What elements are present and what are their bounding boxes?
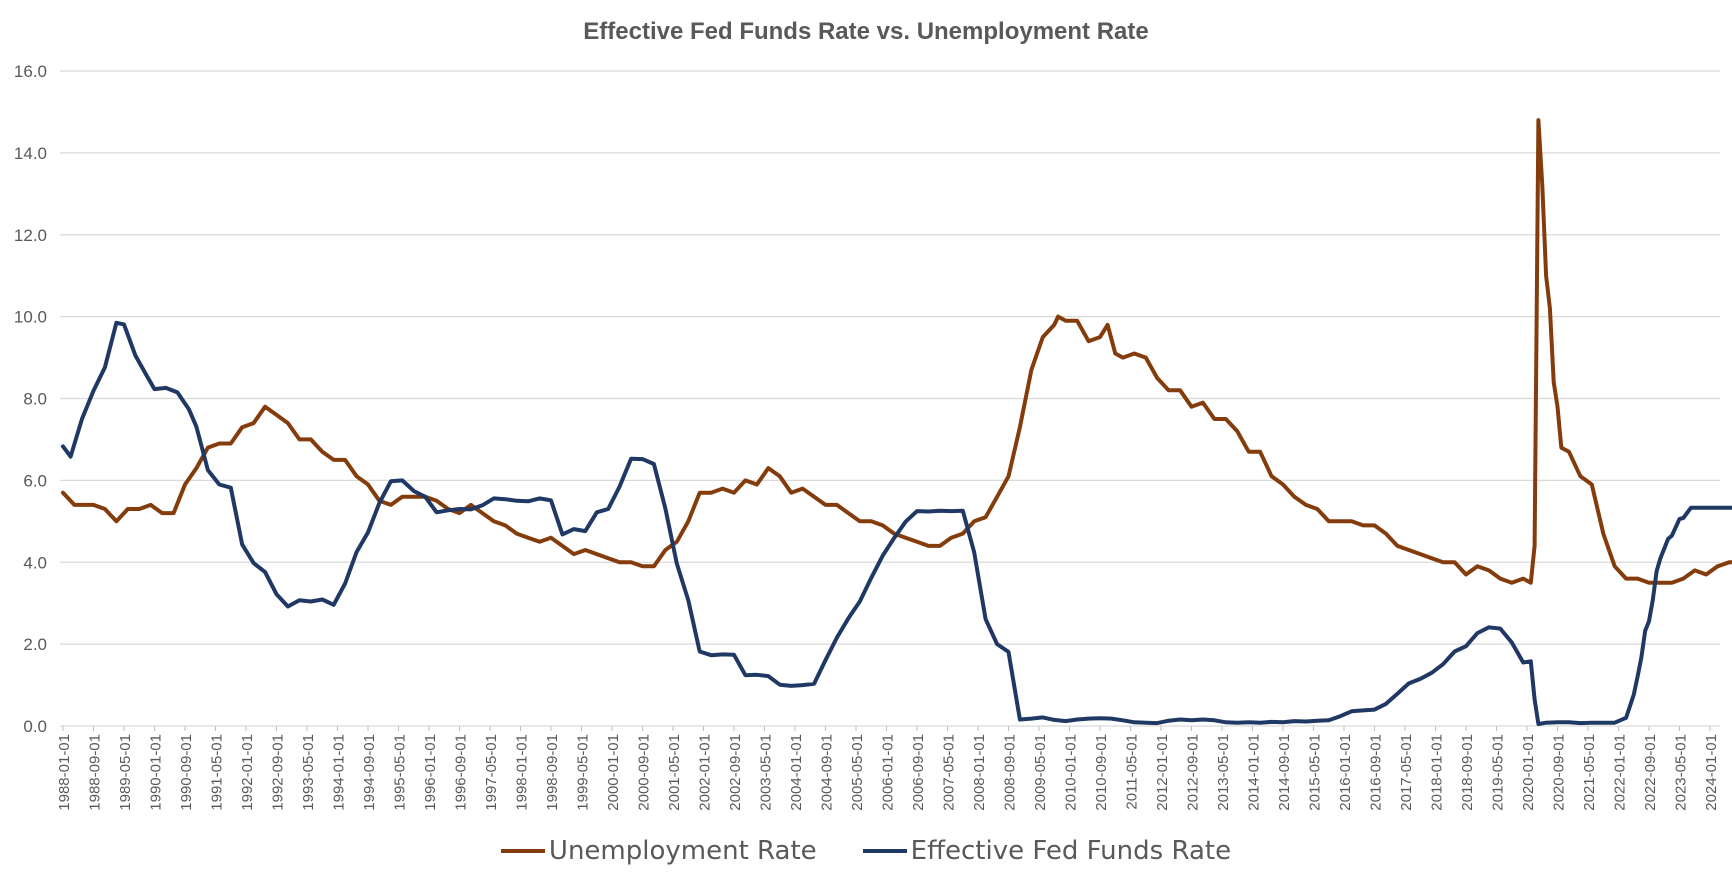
legend: Unemployment Rate Effective Fed Funds Ra… (0, 836, 1732, 866)
x-tick-label: 2019-05-01 (1490, 734, 1507, 811)
y-tick-label: 0.0 (23, 717, 47, 736)
x-tick-label: 2018-01-01 (1429, 734, 1446, 811)
x-tick-label: 1991-05-01 (209, 734, 226, 811)
gridlines (60, 70, 1720, 727)
y-tick-label: 2.0 (23, 635, 47, 654)
x-tick-label: 2004-01-01 (788, 734, 805, 811)
x-tick-label: 2002-09-01 (727, 734, 744, 811)
x-tick-label: 2008-09-01 (1002, 734, 1019, 811)
x-tick-label: 1988-01-01 (56, 734, 73, 811)
series-line-unemployment (61, 118, 1732, 585)
x-tick-label: 2004-09-01 (819, 734, 836, 811)
x-tick-label: 2006-01-01 (880, 734, 897, 811)
x-tick-label: 2012-09-01 (1185, 734, 1202, 811)
x-tick-label: 2016-01-01 (1337, 734, 1354, 811)
x-tick-label: 2012-01-01 (1154, 734, 1171, 811)
x-tick-label: 1994-01-01 (331, 734, 348, 811)
x-tick-label: 2001-05-01 (666, 734, 683, 811)
x-tick-label: 2020-09-01 (1551, 734, 1568, 811)
legend-label-unemployment: Unemployment Rate (548, 836, 817, 866)
legend-swatch-unemployment (500, 849, 545, 853)
x-tick-label: 2022-01-01 (1612, 734, 1629, 811)
x-tick-label: 2013-05-01 (1215, 734, 1232, 811)
x-tick-label: 2018-09-01 (1459, 734, 1476, 811)
x-tick-label: 1989-05-01 (117, 734, 134, 811)
x-tick-label: 2000-01-01 (605, 734, 622, 811)
legend-item-unemployment: Unemployment Rate (500, 836, 817, 866)
x-tick-label: 2015-05-01 (1307, 734, 1324, 811)
x-tick-label: 1992-01-01 (239, 734, 256, 811)
x-tick-label: 1997-05-01 (483, 734, 500, 811)
x-tick-label: 2007-05-01 (941, 734, 958, 811)
x-tick-label: 1999-05-01 (575, 734, 592, 811)
legend-label-fed-funds: Effective Fed Funds Rate (910, 836, 1232, 866)
x-tick-label: 1988-09-01 (87, 734, 104, 811)
x-tick-label: 2000-09-01 (636, 734, 653, 811)
x-tick-label: 1995-05-01 (392, 734, 409, 811)
x-tick-label: 2010-09-01 (1093, 734, 1110, 811)
chart-title: Effective Fed Funds Rate vs. Unemploymen… (583, 18, 1149, 45)
x-tick-label: 2020-01-01 (1520, 734, 1537, 811)
x-tick-label: 1990-09-01 (178, 734, 195, 811)
x-tick-label: 1996-09-01 (453, 734, 470, 811)
x-tick-label: 2003-05-01 (758, 734, 775, 811)
x-tick-label: 2021-05-01 (1581, 734, 1598, 811)
y-tick-label: 16.0 (14, 62, 47, 81)
x-tick-label: 1990-01-01 (148, 734, 165, 811)
x-tick-label: 2022-09-01 (1642, 734, 1659, 811)
x-tick-label: 2010-01-01 (1063, 734, 1080, 811)
x-tick-label: 1993-05-01 (300, 734, 317, 811)
x-tick-label: 2008-01-01 (971, 734, 988, 811)
x-tick-label: 2016-09-01 (1368, 734, 1385, 811)
x-tick-label: 1996-01-01 (422, 734, 439, 811)
x-tick-label: 1998-09-01 (544, 734, 561, 811)
x-tick-label: 1994-09-01 (361, 734, 378, 811)
x-tick-label: 2014-01-01 (1246, 734, 1263, 811)
x-axis: 1988-01-01 1988-09-01 1989-05-01 1990-01-01… (56, 726, 1720, 811)
y-tick-label: 6.0 (23, 471, 47, 490)
x-tick-label: 2002-01-01 (697, 734, 714, 811)
y-tick-label: 14.0 (14, 144, 47, 163)
x-tick-label: 2005-05-01 (849, 734, 866, 811)
y-tick-label: 4.0 (23, 553, 47, 572)
y-tick-label: 8.0 (23, 390, 47, 409)
x-tick-label: 2006-09-01 (910, 734, 927, 811)
x-tick-label: 2011-05-01 (1124, 734, 1141, 810)
y-axis: 0.0 2.0 4.0 6.0 8.0 10.0 12.0 14.0 16.0 (14, 62, 47, 736)
x-tick-label: 2017-05-01 (1398, 734, 1415, 811)
x-tick-label: 2014-09-01 (1276, 734, 1293, 811)
y-tick-label: 10.0 (14, 308, 47, 327)
legend-item-fed-funds: Effective Fed Funds Rate (862, 836, 1232, 866)
x-tick-label: 1992-09-01 (270, 734, 287, 811)
x-tick-label: 2023-05-01 (1673, 734, 1690, 811)
x-tick-label: 2024-01-01 (1703, 734, 1720, 811)
x-tick-label: 1998-01-01 (514, 734, 531, 811)
series-line-fed-funds (61, 320, 1732, 726)
series-lines (61, 118, 1732, 726)
legend-swatch-fed-funds (862, 849, 907, 853)
y-tick-label: 12.0 (14, 226, 47, 245)
x-tick-label: 2009-05-01 (1032, 734, 1049, 811)
